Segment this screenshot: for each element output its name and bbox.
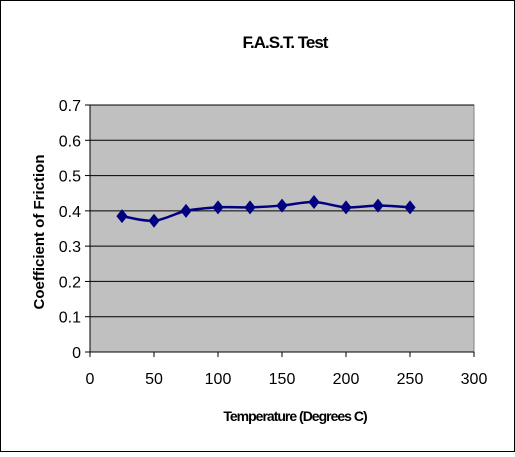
data-point	[340, 200, 352, 215]
x-tick-label: 150	[269, 371, 296, 388]
data-point	[276, 198, 288, 213]
y-tick-label: 0.2	[59, 274, 81, 291]
data-point	[308, 195, 320, 210]
x-axis-label: Temperature (Degrees C)	[223, 408, 367, 424]
y-tick-label: 0	[72, 345, 81, 362]
data-point	[116, 209, 128, 224]
data-point	[212, 200, 224, 215]
y-tick-label: 0.7	[59, 98, 81, 115]
data-point	[148, 213, 160, 228]
series-line	[121, 200, 411, 223]
x-axis-ticks: 0 50 100 150 200 250 300	[86, 352, 488, 388]
y-axis-label: Coefficient of Friction	[31, 155, 48, 310]
y-tick-label: 0.3	[59, 239, 81, 256]
data-point	[372, 198, 384, 213]
x-tick-label: 100	[205, 371, 232, 388]
y-tick-label: 0.5	[59, 169, 81, 186]
plot-area	[89, 104, 475, 353]
grid-lines	[90, 104, 474, 318]
y-axis-ticks: 0 0.1 0.2 0.3 0.4 0.5 0.6 0.7	[59, 98, 90, 362]
x-tick-label: 300	[461, 371, 488, 388]
data-point	[244, 200, 256, 215]
x-tick-label: 0	[86, 371, 95, 388]
y-tick-label: 0.4	[59, 204, 81, 221]
chart-title: F.A.S.T. Test	[243, 33, 329, 52]
y-tick-label: 0.1	[59, 310, 81, 327]
y-tick-label: 0.6	[59, 133, 81, 150]
x-tick-label: 250	[397, 371, 424, 388]
data-point	[180, 203, 192, 218]
series-group	[116, 195, 416, 228]
x-tick-label: 50	[145, 371, 163, 388]
data-point	[404, 200, 416, 215]
x-tick-label: 200	[333, 371, 360, 388]
